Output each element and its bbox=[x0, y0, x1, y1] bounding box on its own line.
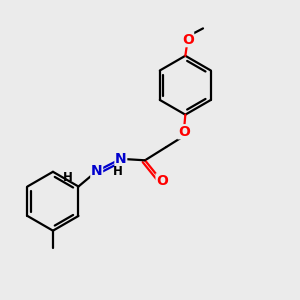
Text: N: N bbox=[91, 164, 103, 178]
Text: N: N bbox=[115, 152, 127, 166]
Text: H: H bbox=[63, 171, 73, 184]
Text: O: O bbox=[182, 33, 194, 46]
Text: O: O bbox=[178, 125, 190, 139]
Text: O: O bbox=[156, 174, 168, 188]
Text: H: H bbox=[112, 165, 122, 178]
